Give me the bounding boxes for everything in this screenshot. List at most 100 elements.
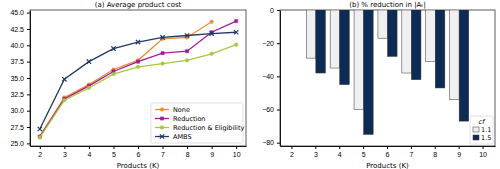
bar (450, 10, 460, 100)
x-axis-title: Products (K) (117, 162, 160, 169)
tick-mark (277, 110, 280, 111)
tick-label: 32.5 (10, 91, 24, 98)
tick-label: 5 (362, 151, 366, 158)
tick-mark (435, 146, 436, 149)
tick-label: 4 (87, 151, 91, 158)
tick-mark (27, 45, 30, 46)
tick-label: 2 (38, 151, 42, 158)
tick-label: 30.0 (10, 107, 24, 114)
tick-mark (27, 111, 30, 112)
marker (234, 30, 238, 34)
tick-mark (459, 146, 460, 149)
tick-mark (236, 146, 237, 149)
tick: 40.0 (10, 42, 30, 49)
marker (87, 59, 91, 63)
tick-mark (339, 146, 340, 149)
tick: −60 (262, 106, 280, 113)
marker (62, 77, 66, 81)
tick-mark (277, 10, 280, 11)
bar (402, 10, 412, 73)
legend: cf1.11.5 (470, 116, 493, 144)
figure: 234567891025.027.530.032.535.037.540.042… (0, 0, 500, 169)
legend-label: Reduction (173, 115, 206, 123)
legend-line (155, 118, 169, 119)
tick: 32.5 (10, 91, 30, 98)
tick: 42.5 (10, 26, 30, 33)
tick-label: 35.0 (10, 75, 24, 82)
marker (234, 43, 238, 47)
bar (364, 10, 374, 134)
tick: 27.5 (10, 124, 30, 131)
tick: 6 (137, 146, 141, 158)
bar (388, 10, 398, 56)
tick: 0 (270, 7, 280, 14)
tick-mark (27, 29, 30, 30)
tick: 5 (112, 146, 116, 158)
tick-mark (411, 146, 412, 149)
tick-label: 0 (270, 7, 274, 14)
tick-label: 8 (433, 151, 437, 158)
tick: 5 (362, 146, 366, 158)
tick-label: 27.5 (10, 124, 24, 131)
tick: 3 (63, 146, 67, 158)
tick-label: 7 (409, 151, 413, 158)
tick: 2 (290, 146, 294, 158)
panel: 2 3 4 5 6 7 8 9 10 25.0 27.5 30.0 32.5 35.0 37.5 40.0 42… (10, 1, 246, 169)
tick-mark (89, 146, 90, 149)
x-axis: 2 3 4 5 6 7 8 9 10 (31, 146, 247, 158)
marker (210, 20, 214, 24)
tick-label: −80 (262, 139, 274, 146)
tick: −20 (262, 40, 280, 47)
y-axis: 25.0 27.5 30.0 32.5 35.0 37.5 40.0 42.5 45.0 (10, 9, 30, 147)
tick-mark (277, 43, 280, 44)
tick-label: 4 (338, 151, 342, 158)
tick-label: 8 (186, 151, 190, 158)
legend-swatch (473, 135, 479, 140)
tick-label: 10 (233, 151, 241, 158)
tick-label: −40 (262, 73, 274, 80)
bar (306, 10, 316, 58)
tick: 9 (457, 146, 461, 158)
tick-mark (138, 146, 139, 149)
bar (316, 10, 326, 73)
marker (186, 50, 189, 53)
y-axis: −80 −60 −40 −20 0 (262, 7, 280, 147)
legend-box (470, 116, 493, 144)
tick-mark (163, 146, 164, 149)
marker (210, 52, 214, 56)
marker (185, 59, 189, 63)
tick: 9 (210, 146, 214, 158)
tick: 2 (38, 146, 42, 158)
tick-label: 10 (479, 151, 487, 158)
tick: 3 (314, 146, 318, 158)
x-axis-title: Products (K) (366, 162, 409, 169)
bar (354, 10, 364, 110)
tick: 25.0 (10, 140, 30, 147)
legend-marker (160, 126, 164, 130)
tick-label: 7 (161, 151, 165, 158)
legend-title: cf (479, 118, 487, 126)
tick: 45.0 (10, 9, 30, 16)
plot-frame (30, 10, 246, 146)
tick: −80 (262, 139, 280, 146)
legend-label: Reduction & Eligibility (173, 124, 244, 132)
bar (378, 10, 388, 38)
tick-mark (64, 146, 65, 149)
bar (435, 10, 445, 88)
tick-mark (27, 78, 30, 79)
tick: 30.0 (10, 107, 30, 114)
marker (136, 40, 140, 44)
tick-mark (27, 62, 30, 63)
legend-label: None (173, 106, 190, 114)
chart-title: (b) % reduction in |Aₜ| (349, 1, 426, 9)
legend-marker (160, 117, 163, 120)
marker (111, 46, 115, 50)
chart-title: (a) Average product cost (95, 1, 182, 9)
marker (209, 31, 213, 35)
tick-label: 6 (386, 151, 390, 158)
tick-mark (113, 146, 114, 149)
tick-label: 6 (137, 151, 141, 158)
panel: 2 3 4 5 6 7 8 9 10 −80 −60 −40 −20 0 (b) % reduction i… (262, 1, 495, 169)
tick: 4 (338, 146, 342, 158)
tick: 37.5 (10, 58, 30, 65)
